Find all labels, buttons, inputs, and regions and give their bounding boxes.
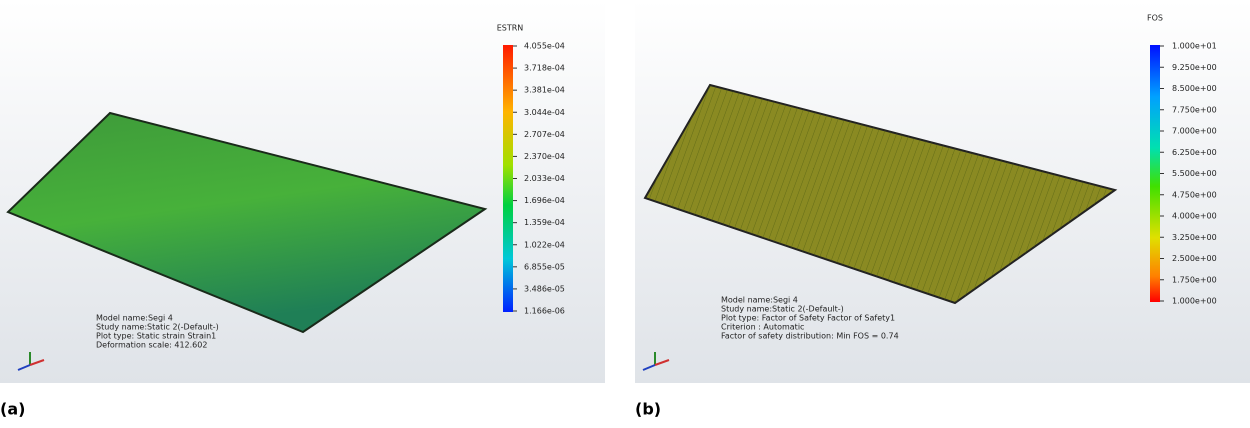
- legend-label: 1.022e-04: [524, 240, 565, 249]
- info-line: Plot type: Static strain Strain1: [96, 332, 216, 341]
- legend-label: 4.000e+00: [1172, 212, 1217, 221]
- info-line: Factor of safety distribution: Min FOS =…: [721, 332, 899, 341]
- legend-label: 2.707e-04: [524, 130, 565, 139]
- info-line: Study name:Static 2(-Default-): [96, 323, 219, 332]
- figure: ESTRN4.055e-04 3.718e-04 3.381e-04 3.044e-0…: [0, 0, 1250, 424]
- caption: (a): [0, 400, 25, 419]
- info-line: Model name:Segi 4: [721, 296, 798, 305]
- legend-title: FOS: [1147, 14, 1163, 23]
- legend-label: 7.000e+00: [1172, 127, 1217, 136]
- color-bar: [503, 45, 513, 312]
- info-line: Model name:Segi 4: [96, 314, 173, 323]
- legend-label: 4.055e-04: [524, 42, 565, 51]
- caption: (b): [635, 400, 661, 419]
- color-bar: [1150, 45, 1160, 302]
- legend-label: 1.359e-04: [524, 218, 565, 227]
- legend-label: 3.044e-04: [524, 108, 565, 117]
- info-line: Study name:Static 2(-Default-): [721, 305, 844, 314]
- legend-label: 2.370e-04: [524, 152, 565, 161]
- legend-label: 3.250e+00: [1172, 233, 1217, 242]
- legend-title: ESTRN: [497, 24, 524, 33]
- legend-label: 3.718e-04: [524, 64, 565, 73]
- legend-label: 6.855e-05: [524, 262, 565, 271]
- legend-label: 1.696e-04: [524, 196, 565, 205]
- legend-label: 7.750e+00: [1172, 105, 1217, 114]
- legend-label: 3.486e-05: [524, 284, 565, 293]
- legend-label: 9.250e+00: [1172, 63, 1217, 72]
- legend-label: 5.500e+00: [1172, 169, 1217, 178]
- legend-label: 2.033e-04: [524, 174, 565, 183]
- legend-label: 2.500e+00: [1172, 254, 1217, 263]
- info-line: Criterion : Automatic: [721, 323, 804, 332]
- legend-label: 6.250e+00: [1172, 148, 1217, 157]
- legend-label: 8.500e+00: [1172, 84, 1217, 93]
- info-line: Plot type: Factor of Safety Factor of Sa…: [721, 314, 895, 323]
- legend-label: 4.750e+00: [1172, 190, 1217, 199]
- legend-label: 3.381e-04: [524, 86, 565, 95]
- legend-label: 1.000e+00: [1172, 297, 1217, 306]
- legend-label: 1.000e+01: [1172, 42, 1217, 51]
- legend-label: 1.166e-06: [524, 307, 565, 316]
- legend-label: 1.750e+00: [1172, 275, 1217, 284]
- info-line: Deformation scale: 412.602: [96, 341, 207, 350]
